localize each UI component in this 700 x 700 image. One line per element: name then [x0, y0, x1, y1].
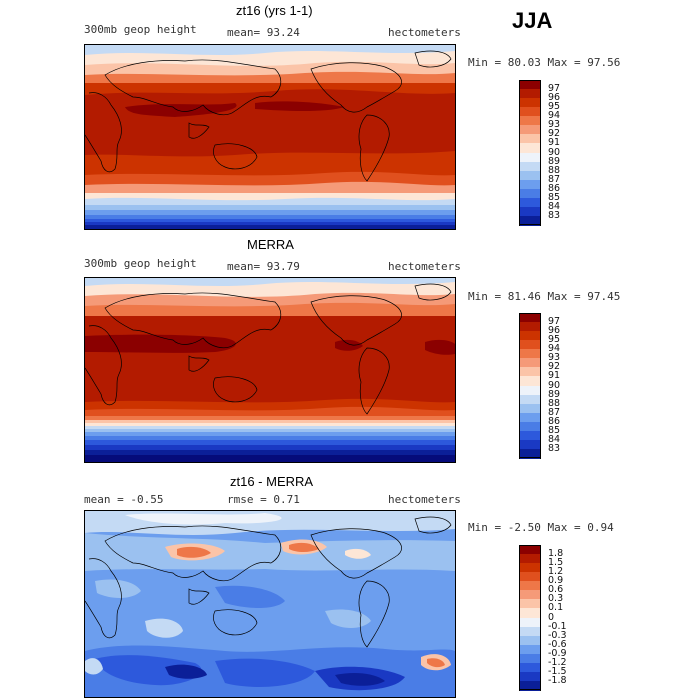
colorbar-tick-label: 94 [548, 343, 561, 355]
colorbar-tick-label: 87 [548, 406, 561, 418]
colorbar-tick-label: -0.1 [548, 620, 567, 632]
colorbar-tick-label: 93 [548, 119, 561, 131]
panel1-title: zt16 (yrs 1-1) [236, 3, 313, 18]
colorbar-tick-label: 88 [548, 164, 561, 176]
colorbar-tick-label: 95 [548, 101, 561, 113]
colorbar-tick-label: 89 [548, 388, 561, 400]
colorbar-tick-label: 86 [548, 182, 561, 194]
colorbar-tick-label: -1.2 [548, 656, 567, 668]
panel1-minmax-label: Min = 80.03 Max = 97.56 [468, 56, 621, 69]
colorbar-tick-label: -0.6 [548, 638, 567, 650]
colorbar-tick-label: 0 [548, 611, 555, 623]
colorbar-segment [519, 215, 541, 226]
colorbar-tick-label: 85 [548, 424, 561, 436]
panel1-variable-label: 300mb geop height [84, 23, 197, 36]
panel2-variable-label: 300mb geop height [84, 257, 197, 270]
panel1-colorbar [519, 80, 541, 226]
colorbar-tick-label: 0.6 [548, 584, 564, 596]
panel3-minmax-label: Min = -2.50 Max = 0.94 [468, 521, 614, 534]
panel3-colorbar [519, 545, 541, 691]
panel3-map [84, 510, 456, 698]
colorbar-tick-label: 96 [548, 325, 561, 337]
colorbar-tick-label: 0.3 [548, 593, 564, 605]
colorbar-tick-label: 92 [548, 361, 561, 373]
panel3-title: zt16 - MERRA [230, 474, 314, 489]
colorbar-tick-label: 90 [548, 379, 561, 391]
colorbar-tick-label: 1.2 [548, 566, 564, 578]
colorbar-tick-label: -0.9 [548, 647, 567, 659]
panel2-mean-label: mean= 93.79 [227, 260, 300, 273]
colorbar-tick-label: 95 [548, 334, 561, 346]
colorbar-tick-label: 88 [548, 397, 561, 409]
colorbar-tick-label: 96 [548, 92, 561, 104]
colorbar-tick-label: 93 [548, 352, 561, 364]
colorbar-tick-label: 90 [548, 146, 561, 158]
colorbar-tick-label: -1.8 [548, 674, 567, 686]
panel1-map [84, 44, 456, 230]
colorbar-segment [519, 448, 541, 459]
colorbar-segment [519, 680, 541, 691]
panel2-minmax-label: Min = 81.46 Max = 97.45 [468, 290, 621, 303]
colorbar-tick-label: 94 [548, 110, 561, 122]
colorbar-tick-label: 97 [548, 316, 561, 328]
colorbar-tick-label: 83 [548, 442, 561, 454]
colorbar-tick-label: 1.5 [548, 557, 564, 569]
colorbar-tick-label: 1.8 [548, 548, 564, 560]
season-label: JJA [512, 8, 553, 33]
panel3-mean-label: mean = -0.55 [84, 493, 164, 506]
panel1-mean-label: mean= 93.24 [227, 26, 300, 39]
panel1-units-label: hectometers [388, 26, 461, 39]
colorbar-tick-label: 0.1 [548, 602, 564, 614]
panel2-colorbar [519, 313, 541, 459]
colorbar-tick-label: 83 [548, 209, 561, 221]
colorbar-tick-label: -1.5 [548, 665, 567, 677]
panel3-rmse-label: rmse = 0.71 [227, 493, 300, 506]
colorbar-tick-label: 97 [548, 83, 561, 95]
colorbar-tick-label: 92 [548, 128, 561, 140]
colorbar-tick-label: 84 [548, 200, 561, 212]
panel3-units-label: hectometers [388, 493, 461, 506]
panel2-map [84, 277, 456, 463]
colorbar-tick-label: 85 [548, 191, 561, 203]
panel2-units-label: hectometers [388, 260, 461, 273]
colorbar-tick-label: 84 [548, 433, 561, 445]
colorbar-tick-label: 86 [548, 415, 561, 427]
colorbar-tick-label: 91 [548, 370, 561, 382]
colorbar-tick-label: -0.3 [548, 629, 567, 641]
colorbar-tick-label: 91 [548, 137, 561, 149]
panel2-title: MERRA [247, 237, 294, 252]
colorbar-tick-label: 87 [548, 173, 561, 185]
colorbar-tick-label: 89 [548, 155, 561, 167]
colorbar-tick-label: 0.9 [548, 575, 564, 587]
